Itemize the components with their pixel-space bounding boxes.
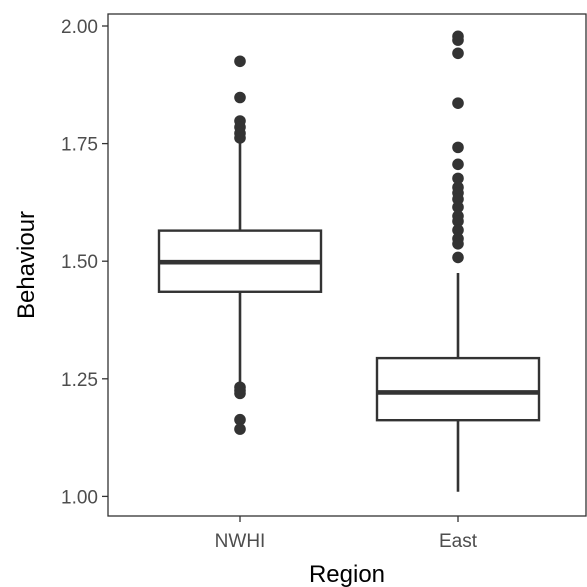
y-tick-label: 1.50 — [61, 252, 98, 273]
y-axis: 1.00 1.25 1.50 1.75 2.00 — [61, 17, 108, 508]
outlier-point — [452, 158, 464, 171]
outlier-point — [452, 251, 464, 264]
x-tick-label: East — [439, 531, 478, 552]
x-axis: NWHI East — [215, 516, 478, 552]
outlier-point — [452, 224, 464, 236]
iqr-box — [375, 356, 541, 422]
box-group-east — [375, 30, 541, 492]
outlier-point — [234, 55, 246, 68]
outlier-point — [234, 387, 246, 400]
y-tick-label: 1.00 — [61, 487, 98, 508]
y-tick-label: 1.75 — [61, 135, 98, 156]
outlier-point — [234, 413, 246, 426]
outlier-point — [234, 91, 246, 104]
outlier-point — [452, 97, 464, 109]
boxes-layer — [157, 30, 541, 492]
x-tick-label: NWHI — [215, 531, 266, 552]
outlier-point — [452, 34, 464, 46]
y-tick-label: 2.00 — [61, 17, 98, 38]
outlier-point — [452, 237, 464, 250]
outlier-point — [452, 172, 464, 185]
outlier-point — [452, 141, 464, 154]
x-axis-title: Region — [309, 561, 385, 587]
outlier-point — [452, 47, 464, 60]
outlier-point — [452, 193, 464, 205]
outlier-point — [452, 201, 464, 213]
outlier-point — [234, 423, 246, 435]
y-axis-title: Behaviour — [13, 211, 40, 319]
outlier-point — [452, 215, 464, 228]
box-group-nwhi — [157, 55, 323, 435]
plot-frame — [107, 13, 587, 517]
y-tick-label: 1.25 — [61, 370, 98, 391]
outlier-point — [234, 132, 246, 144]
